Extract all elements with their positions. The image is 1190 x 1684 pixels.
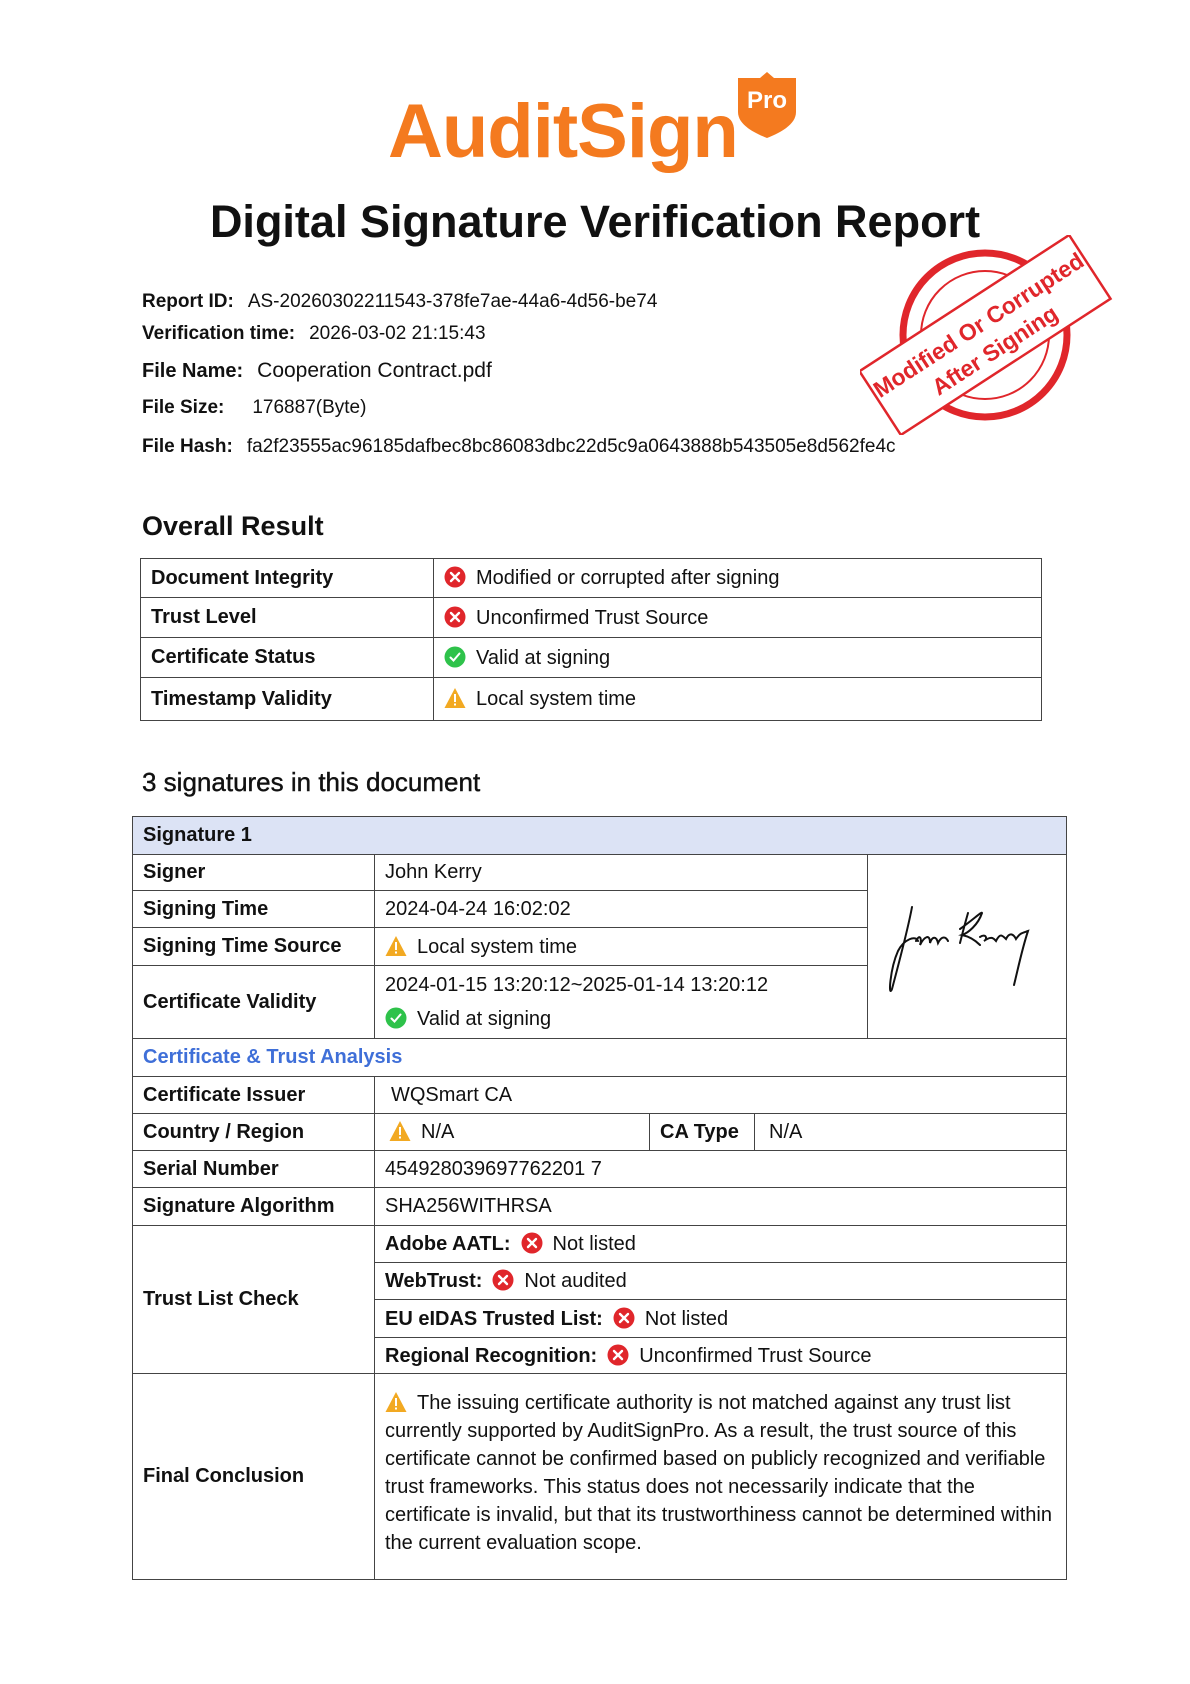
- logo-text: AuditSign: [388, 89, 739, 174]
- meta-file-size: File Size: 176887(Byte): [142, 397, 366, 419]
- meta-label: File Hash:: [142, 436, 233, 457]
- trust-value: Unconfirmed Trust Source: [639, 1344, 872, 1367]
- signature-image-cell: [867, 854, 1067, 1039]
- table-row: Regional Recognition: Unconfirmed Trust S…: [133, 1337, 1067, 1374]
- row-label: CA Type: [649, 1113, 755, 1151]
- meta-label: Report ID:: [142, 291, 234, 312]
- table-row: Trust Level Unconfirmed Trust Source: [140, 597, 1042, 638]
- signing-time-value: 2024-04-24 16:02:02: [374, 890, 868, 928]
- row-label: Final Conclusion: [132, 1373, 375, 1580]
- row-label: Trust Level: [140, 597, 434, 638]
- table-row: Signature Algorithm SHA256WITHRSA: [132, 1187, 1067, 1226]
- row-value: Valid at signing: [476, 646, 611, 669]
- table-row: Certificate Issuer WQSmart CA: [132, 1076, 1067, 1114]
- row-label: Trust List Check: [132, 1225, 375, 1374]
- signing-time-source-value: Local system time: [417, 935, 578, 958]
- pro-shield-icon: Pro: [738, 72, 796, 138]
- meta-label: File Name:: [142, 360, 244, 382]
- algorithm-value: SHA256WITHRSA: [374, 1187, 1067, 1226]
- meta-label: File Size:: [142, 397, 225, 418]
- warning-icon: [385, 1391, 407, 1413]
- meta-file-name: File Name: Cooperation Contract.pdf: [142, 359, 492, 383]
- table-row: Certificate Status Valid at signing: [140, 637, 1042, 678]
- serial-value: 454928039697762201 7: [374, 1150, 1067, 1188]
- row-label: Signing Time: [132, 890, 375, 928]
- trust-value: Not audited: [524, 1270, 627, 1292]
- row-label: Serial Number: [132, 1150, 375, 1188]
- check-icon: [385, 1007, 407, 1029]
- table-row: Country / Region N/A CA Type N/A: [132, 1113, 1067, 1151]
- ca-type-value: N/A: [754, 1113, 1067, 1151]
- row-label: Document Integrity: [140, 558, 434, 598]
- row-label: Country / Region: [132, 1113, 375, 1151]
- validity-range: 2024-01-15 13:20:12~2025-01-14 13:20:12: [385, 973, 769, 996]
- modified-stamp: Modified Or Corrupted After Signing: [860, 235, 1113, 435]
- analysis-heading: Certificate & Trust Analysis: [132, 1038, 1067, 1077]
- meta-value: 2026-03-02 21:15:43: [309, 323, 486, 344]
- trust-label: Adobe AATL:: [385, 1233, 511, 1255]
- row-value: Local system time: [476, 688, 637, 710]
- handwritten-signature: [889, 905, 1030, 992]
- validity-status: Valid at signing: [417, 1007, 552, 1030]
- error-icon: [492, 1269, 514, 1291]
- trust-label: WebTrust:: [385, 1270, 483, 1292]
- signature-header-row: Signature 1: [132, 816, 1067, 855]
- meta-verification-time: Verification time: 2026-03-02 21:15:43: [142, 323, 486, 345]
- meta-file-hash: File Hash: fa2f23555ac96185dafbec8bc86083…: [142, 436, 896, 458]
- overall-result-heading: Overall Result: [142, 511, 324, 541]
- meta-value: Cooperation Contract.pdf: [257, 359, 492, 382]
- meta-report-id: Report ID: AS-20260302211543-378fe7ae-44a…: [142, 291, 657, 313]
- trust-value: Not listed: [552, 1233, 636, 1255]
- meta-label: Verification time:: [142, 323, 296, 344]
- table-row: Document Integrity Modified or corrupted …: [140, 558, 1042, 598]
- row-label: Certificate Status: [140, 637, 434, 678]
- pro-badge-text: Pro: [747, 87, 787, 114]
- table-row: Timestamp Validity Local system time: [140, 677, 1042, 721]
- meta-value: AS-20260302211543-378fe7ae-44a6-4d56-be7…: [247, 291, 658, 312]
- error-icon: [444, 566, 466, 588]
- trust-label: EU eIDAS Trusted List:: [385, 1307, 603, 1330]
- trust-value: Not listed: [644, 1307, 729, 1330]
- table-row: Final Conclusion The issuing certificate …: [132, 1373, 1067, 1580]
- table-row: Trust List Check Adobe AATL: Not listed: [132, 1225, 1067, 1374]
- table-row: Signing Time 2024-04-24 16:02:02: [132, 890, 1067, 928]
- warning-icon: [385, 935, 407, 957]
- table-row: Certificate & Trust Analysis: [132, 1038, 1067, 1077]
- error-icon: [613, 1307, 635, 1329]
- check-icon: [444, 646, 466, 668]
- table-row: Signer John Kerry: [132, 854, 1067, 1039]
- signature-header: Signature 1: [132, 816, 1067, 855]
- row-label: Signature Algorithm: [132, 1187, 375, 1226]
- meta-value: 176887(Byte): [252, 397, 367, 418]
- row-label: Certificate Validity: [132, 965, 375, 1039]
- warning-icon: [389, 1120, 411, 1142]
- row-label: Certificate Issuer: [132, 1076, 375, 1114]
- row-value: Modified or corrupted after signing: [476, 567, 780, 589]
- conclusion-text: The issuing certificate authority is not…: [385, 1391, 1052, 1554]
- warning-icon: [444, 687, 466, 709]
- overall-result-table: Document Integrity Modified or corrupted …: [140, 558, 1042, 721]
- signature-table: Signature 1 Signer John Kerry Signing Tim…: [132, 816, 1067, 1580]
- error-icon: [444, 606, 466, 628]
- issuer-value: WQSmart CA: [374, 1076, 1067, 1114]
- meta-value: fa2f23555ac96185dafbec8bc86083dbc22d5c9a…: [246, 436, 896, 457]
- table-row: Signing Time Source Local system time: [132, 927, 1067, 966]
- row-label: Signer: [132, 854, 375, 891]
- table-row: WebTrust: Not audited: [133, 1262, 1067, 1300]
- country-value: N/A: [421, 1121, 455, 1143]
- signer-value: John Kerry: [374, 854, 868, 891]
- signatures-heading: 3 signatures in this document: [142, 767, 481, 797]
- row-value: Unconfirmed Trust Source: [476, 606, 709, 629]
- table-row: Serial Number 454928039697762201 7: [132, 1150, 1067, 1188]
- trust-label: Regional Recognition:: [385, 1344, 598, 1367]
- page-title: Digital Signature Verification Report: [209, 196, 981, 247]
- row-label: Timestamp Validity: [140, 677, 434, 721]
- row-label: Signing Time Source: [132, 927, 375, 966]
- error-icon: [521, 1232, 543, 1254]
- error-icon: [607, 1344, 629, 1366]
